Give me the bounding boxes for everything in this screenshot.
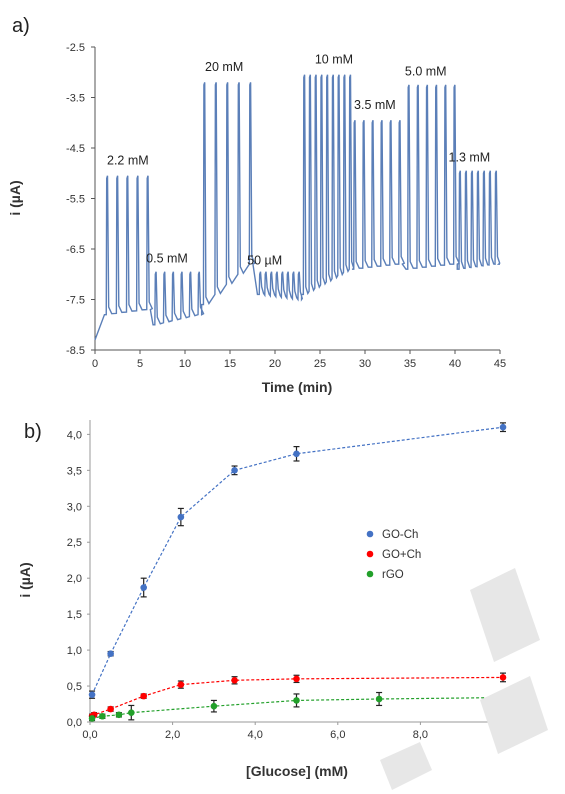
panel-a-current-trace xyxy=(94,74,501,341)
legend-label: rGO xyxy=(382,569,404,581)
y-tick-label: -7.5 xyxy=(66,295,85,307)
panel-b-x-axis-title: [Glucose] (mM) xyxy=(246,763,348,779)
concentration-annotation: 0.5 mM xyxy=(146,251,188,265)
data-point xyxy=(231,467,238,474)
data-point xyxy=(99,712,106,720)
data-point xyxy=(88,691,96,698)
data-point xyxy=(499,423,507,431)
y-tick-label: -5.5 xyxy=(66,194,85,206)
series-fit-line xyxy=(91,426,504,695)
panel-a-annotations: 2.2 mM 0.5 mM 20 mM 50 µM 10 mM 3.5 mM 5.0 mM 1… xyxy=(107,52,490,267)
series-fit-line xyxy=(91,696,504,719)
concentration-annotation: 50 µM xyxy=(247,253,282,267)
legend-label: GO+Ch xyxy=(382,549,421,561)
x-tick-label: 0,0 xyxy=(82,729,97,741)
x-tick-label: 4,0 xyxy=(248,729,263,741)
data-point xyxy=(231,676,238,684)
watermark-stripes xyxy=(380,568,548,790)
data-point xyxy=(107,650,114,657)
panel-b-x-ticks: 0,02,04,06,08,010,0 xyxy=(82,722,514,741)
panel-a-y-axis-title: i (µA) xyxy=(7,180,23,215)
x-tick-label: 0 xyxy=(92,358,98,370)
series-rgo xyxy=(88,691,507,722)
concentration-annotation: 1.3 mM xyxy=(449,150,491,164)
panel-b-label: b) xyxy=(24,421,42,443)
data-point xyxy=(88,715,96,722)
data-point xyxy=(375,695,383,703)
series-go-ch xyxy=(88,672,507,720)
y-tick-label: 1,5 xyxy=(67,609,82,621)
x-tick-label: 8,0 xyxy=(413,729,428,741)
panel-b-y-axis-title: i (µA) xyxy=(17,562,33,597)
concentration-annotation: 2.2 mM xyxy=(107,153,149,167)
data-point xyxy=(107,705,114,713)
data-point xyxy=(210,702,218,710)
y-tick-label: 0,5 xyxy=(67,681,82,693)
panel-b-y-ticks: 0,0 0,5 1,0 1,5 2,0 2,5 3,0 3,5 4,0 xyxy=(67,429,90,729)
y-tick-label: 3,5 xyxy=(67,465,82,477)
x-tick-label: 2,0 xyxy=(165,729,180,741)
panel-b-chart: b) i (µA) [Glucose] (mM) 0,0 0,5 1,0 1,5 2,0… xyxy=(17,420,514,779)
x-tick-label: 35 xyxy=(404,358,416,370)
y-tick-label: 0,0 xyxy=(67,717,82,729)
legend-marker xyxy=(366,530,374,538)
panel-b-series xyxy=(88,422,507,722)
data-point xyxy=(140,584,147,591)
panel-a-x-ticks: 0 5 10 15 20 25 30 35 40 45 xyxy=(92,350,506,370)
y-tick-label: 1,0 xyxy=(67,645,82,657)
x-tick-label: 15 xyxy=(224,358,236,370)
legend-label: GO-Ch xyxy=(382,529,418,541)
legend-marker xyxy=(366,550,374,558)
legend-marker xyxy=(366,570,374,578)
x-tick-label: 25 xyxy=(314,358,326,370)
y-tick-label: -4.5 xyxy=(66,143,85,155)
y-tick-label: 2,0 xyxy=(67,573,82,585)
data-point xyxy=(293,450,300,458)
data-point xyxy=(128,709,135,716)
data-point xyxy=(499,674,507,681)
data-point xyxy=(177,681,185,688)
panel-b-legend: GO-Ch GO+Ch rGO xyxy=(366,529,421,581)
x-tick-label: 6,0 xyxy=(330,729,345,741)
data-point xyxy=(177,513,185,521)
series-go-ch xyxy=(88,422,507,699)
x-tick-label: 20 xyxy=(269,358,281,370)
x-tick-label: 40 xyxy=(449,358,461,370)
y-tick-label: -2.5 xyxy=(66,42,85,54)
y-tick-label: 3,0 xyxy=(67,501,82,513)
x-tick-label: 5 xyxy=(137,358,143,370)
x-tick-label: 10 xyxy=(179,358,191,370)
y-tick-label: 4,0 xyxy=(67,429,82,441)
y-tick-label: -8.5 xyxy=(66,345,85,357)
data-point xyxy=(293,675,300,683)
panel-a-x-axis-title: Time (min) xyxy=(262,379,333,395)
y-tick-label: -6.5 xyxy=(66,244,85,256)
panel-a-y-ticks: -2.5 -3.5 -4.5 -5.5 -6.5 -7.5 -8.5 xyxy=(66,42,95,357)
data-point xyxy=(115,711,123,719)
panel-a-label: a) xyxy=(12,15,30,37)
concentration-annotation: 10 mM xyxy=(315,52,353,66)
concentration-annotation: 5.0 mM xyxy=(405,64,447,78)
concentration-annotation: 20 mM xyxy=(205,60,243,74)
data-point xyxy=(140,692,147,700)
panel-a-chart: a) i (µA) Time (min) -2.5 -3.5 -4.5 -5.5 -6.… xyxy=(7,15,506,395)
concentration-annotation: 3.5 mM xyxy=(354,98,396,112)
y-tick-label: -3.5 xyxy=(66,93,85,105)
data-point xyxy=(293,697,300,704)
x-tick-label: 30 xyxy=(359,358,371,370)
y-tick-label: 2,5 xyxy=(67,537,82,549)
x-tick-label: 45 xyxy=(494,358,506,370)
